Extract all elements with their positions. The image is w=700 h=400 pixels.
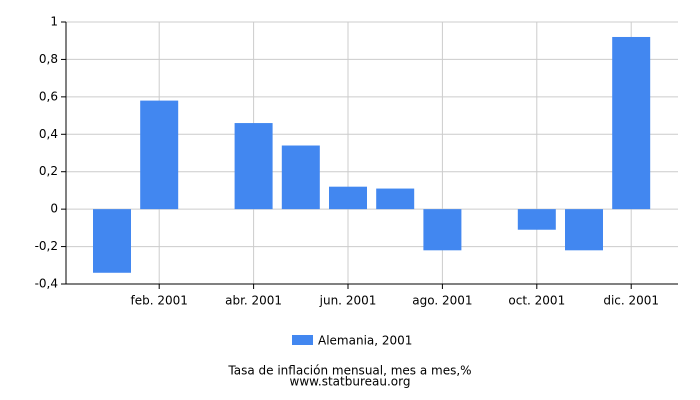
- bar: [93, 209, 131, 273]
- x-tick-label: ago. 2001: [412, 294, 472, 308]
- bar: [612, 36, 651, 210]
- bar: [517, 209, 556, 230]
- legend-label: Alemania, 2001: [318, 334, 412, 348]
- bar: [140, 100, 179, 210]
- x-tick-label: feb. 2001: [130, 294, 187, 308]
- bar: [565, 209, 603, 251]
- legend-swatch: [292, 335, 313, 345]
- bar: [281, 145, 320, 210]
- y-tick-label: -0,4: [35, 277, 58, 291]
- bar: [376, 188, 415, 210]
- y-tick-label: 0,8: [39, 52, 58, 66]
- y-tick-label: 1: [50, 15, 58, 29]
- y-tick-label: 0,2: [39, 164, 58, 178]
- bar: [329, 186, 367, 210]
- x-tick-label: abr. 2001: [225, 294, 282, 308]
- y-tick-label: 0: [50, 202, 58, 216]
- chart-title: Tasa de inflación mensual, mes a mes,%: [227, 364, 471, 378]
- y-tick-label: -0,2: [35, 239, 58, 253]
- source: www.statbureau.org: [290, 375, 411, 389]
- bar: [423, 209, 462, 251]
- bar: [234, 123, 273, 210]
- x-tick-label: jun. 2001: [319, 294, 377, 308]
- y-tick-label: 0,4: [39, 127, 58, 141]
- y-tick-label: 0,6: [39, 89, 58, 103]
- x-tick-label: dic. 2001: [603, 294, 659, 308]
- x-tick-label: oct. 2001: [508, 294, 565, 308]
